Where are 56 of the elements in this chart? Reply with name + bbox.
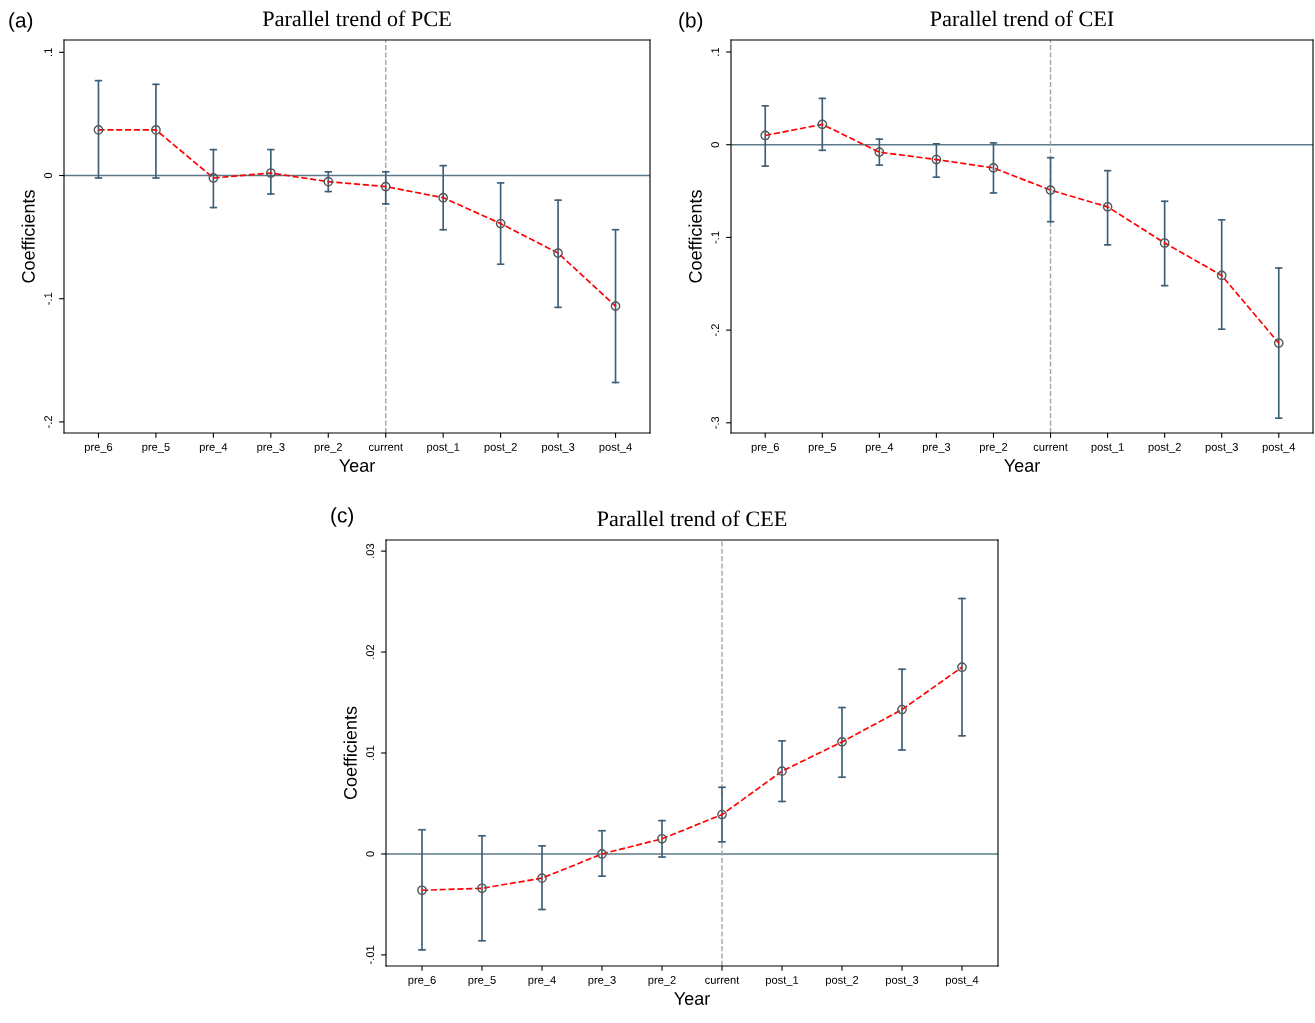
x-tick-label: current — [1033, 443, 1068, 451]
y-axis-title: Coefficients — [21, 190, 35, 283]
y-tick-label: .03 — [366, 543, 375, 558]
x-tick-label: pre_4 — [528, 976, 556, 987]
x-tick-label: post_4 — [946, 976, 979, 987]
x-tick-label: post_3 — [886, 976, 919, 987]
chart-title: Parallel trend of CEI — [930, 10, 1114, 27]
x-tick-label: post_3 — [1205, 443, 1238, 454]
y-tick-label: -.01 — [366, 945, 375, 964]
y-tick-label: .1 — [44, 48, 52, 56]
x-tick-label: pre_3 — [257, 443, 285, 454]
y-tick-label: .1 — [711, 47, 719, 56]
y-tick-label: -.3 — [711, 416, 720, 429]
x-tick-label: post_4 — [599, 443, 632, 454]
x-tick-label: pre_5 — [468, 976, 496, 987]
x-tick-label: current — [368, 443, 403, 451]
y-tick-label: -.2 — [711, 324, 719, 337]
x-tick-label: post_1 — [427, 443, 460, 454]
x-axis-title: Year — [674, 992, 710, 1005]
x-tick-label: pre_2 — [314, 443, 342, 454]
y-tick-label: 0 — [366, 851, 375, 857]
y-tick-label: -.2 — [44, 415, 52, 428]
x-tick-label: pre_2 — [648, 976, 676, 987]
x-tick-label: pre_2 — [979, 443, 1008, 454]
text: (c) — [331, 507, 353, 527]
x-tick-label: pre_4 — [865, 443, 894, 454]
x-tick-label: pre_3 — [588, 976, 616, 987]
y-axis-title: Coefficients — [343, 706, 357, 800]
x-tick-label: pre_5 — [142, 443, 170, 454]
y-tick-label: .01 — [366, 745, 375, 760]
x-tick-label: pre_6 — [84, 443, 113, 454]
x-tick-label: pre_6 — [751, 443, 779, 454]
x-tick-label: current — [705, 976, 740, 984]
y-tick-label: .02 — [366, 644, 375, 659]
x-tick-label: post_2 — [1148, 443, 1181, 454]
text: (a) — [9, 12, 33, 32]
text: (b) — [679, 12, 703, 32]
x-tick-label: pre_6 — [408, 976, 436, 987]
x-tick-label: pre_3 — [922, 443, 951, 454]
y-tick-label: 0 — [711, 142, 720, 148]
chart-title: Parallel trend of CEE — [597, 510, 787, 527]
x-tick-label: post_1 — [1091, 443, 1124, 454]
x-tick-label: post_1 — [766, 976, 799, 987]
y-axis-title: Coefficients — [688, 190, 702, 283]
x-tick-label: post_2 — [484, 443, 517, 454]
x-tick-label: post_2 — [826, 976, 859, 987]
y-tick-label: -.1 — [711, 231, 719, 244]
x-tick-label: pre_5 — [808, 443, 837, 454]
x-tick-label: pre_4 — [199, 443, 228, 454]
chart-title: Parallel trend of PCE — [262, 10, 451, 27]
y-tick-label: 0 — [44, 172, 53, 179]
x-axis-title: Year — [339, 459, 375, 472]
x-axis-title: Year — [1004, 459, 1040, 472]
x-tick-label: post_3 — [542, 443, 575, 454]
x-tick-label: post_4 — [1262, 443, 1296, 454]
y-tick-label: -.1 — [44, 292, 52, 305]
